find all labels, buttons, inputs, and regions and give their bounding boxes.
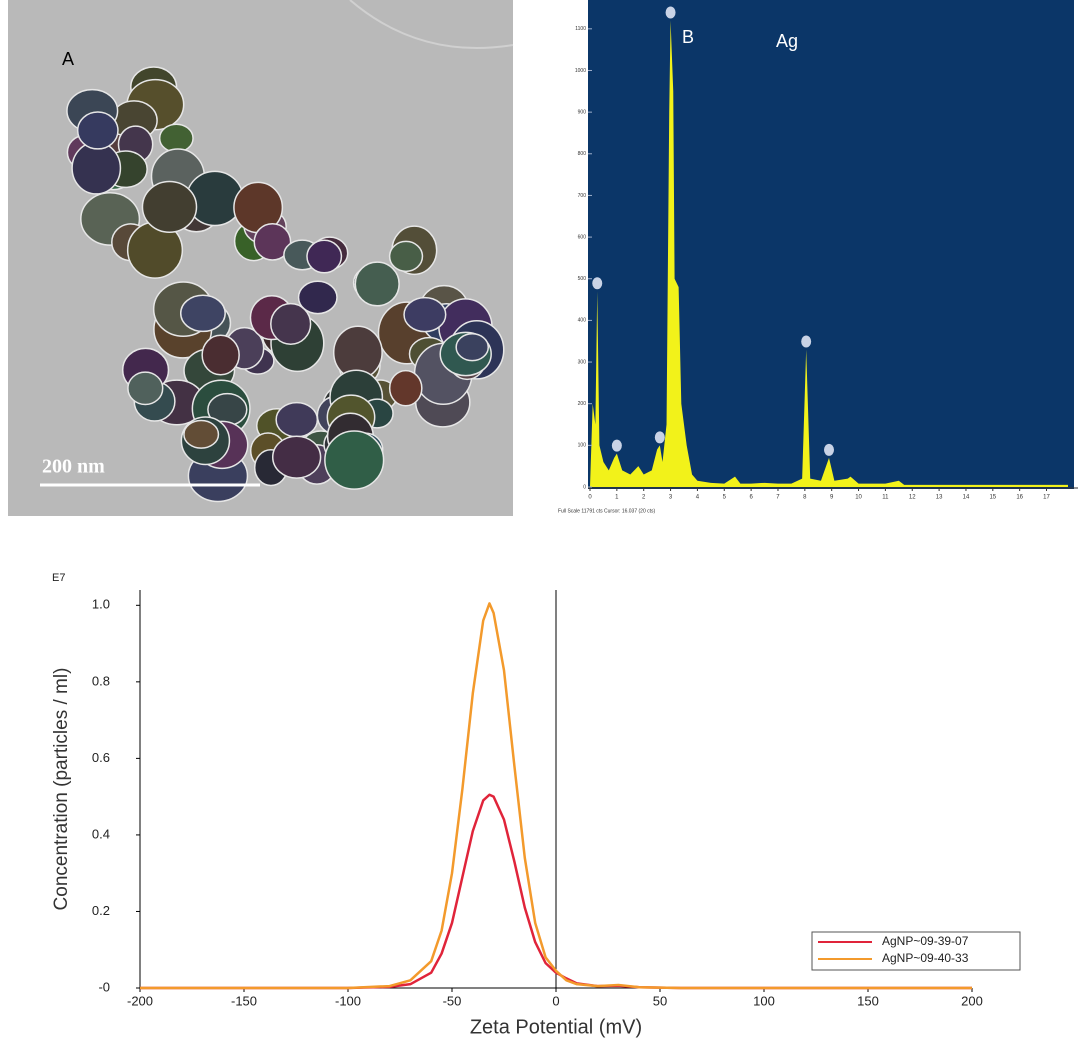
particle <box>141 180 198 234</box>
x-tick-label: 0 <box>552 993 559 1008</box>
particle <box>354 261 400 307</box>
y-tick-label: 0.6 <box>92 750 110 765</box>
y-tick-label: 0.2 <box>92 903 110 918</box>
y-tick-label: 400 <box>578 318 587 324</box>
y-tick-label: 200 <box>578 401 587 407</box>
particle <box>306 239 343 274</box>
x-tick-label: 3 <box>669 495 673 501</box>
legend-box <box>811 931 1021 971</box>
peak-marker <box>611 439 622 452</box>
x-tick-label: 7 <box>776 495 780 501</box>
x-tick-label: 0 <box>588 495 592 501</box>
y-tick-label: 0.4 <box>92 826 110 841</box>
y-tick-label: 800 <box>578 151 587 157</box>
x-tick-label: -200 <box>127 993 153 1008</box>
x-tick-label: 50 <box>653 993 667 1008</box>
panel-label: A <box>62 49 74 69</box>
particle <box>455 333 490 362</box>
x-tick-label: 16 <box>1016 495 1023 501</box>
annotation: B <box>682 27 694 47</box>
y-tick-label: 900 <box>578 109 587 115</box>
particle <box>275 401 319 438</box>
x-tick-label: 4 <box>696 495 700 501</box>
x-axis-label: Zeta Potential (mV) <box>470 1016 642 1038</box>
x-tick-label: 1 <box>615 495 619 501</box>
x-tick-label: 8 <box>803 495 807 501</box>
particle <box>71 141 122 195</box>
series-line <box>140 602 972 990</box>
particle <box>388 369 423 407</box>
x-tick-label: 9 <box>830 495 834 501</box>
y-tick-label: 300 <box>578 359 587 365</box>
membrane-edge <box>349 0 514 49</box>
x-tick-label: 10 <box>855 495 862 501</box>
tem-image <box>8 0 514 516</box>
y-tick-label: 500 <box>578 276 587 282</box>
particle <box>127 371 164 406</box>
particle <box>76 111 119 150</box>
x-tick-label: -150 <box>231 993 257 1008</box>
particle <box>270 302 312 345</box>
y-tick-label: 600 <box>578 234 587 240</box>
peak-marker <box>801 335 812 348</box>
x-tick-label: 150 <box>857 993 879 1008</box>
x-tick-label: -100 <box>335 993 361 1008</box>
y-axis-label: Concentration (particles / ml) <box>51 668 72 911</box>
x-tick-label: 6 <box>749 495 753 501</box>
particle <box>388 240 424 273</box>
y-tick-label: 1000 <box>575 68 586 74</box>
particle <box>179 294 226 333</box>
y-tick-label: 100 <box>578 443 587 449</box>
x-tick-label: 100 <box>753 993 775 1008</box>
particle <box>271 435 322 479</box>
particle <box>324 430 385 490</box>
particle <box>297 280 338 315</box>
scale-bar-label: 200 nm <box>42 456 105 478</box>
x-tick-label: 200 <box>961 993 983 1008</box>
particle <box>403 296 447 333</box>
x-tick-label: 11 <box>882 495 889 501</box>
y-tick-label: 700 <box>578 193 587 199</box>
x-tick-label: 2 <box>642 495 646 501</box>
y-multiplier: E7 <box>52 572 65 584</box>
particle <box>183 419 220 449</box>
y-tick-label: 1100 <box>575 26 586 32</box>
y-tick-label: -0 <box>98 979 110 994</box>
x-tick-label: 12 <box>909 495 916 501</box>
y-tick-label: 0.8 <box>92 673 110 688</box>
plot-background <box>588 0 1074 489</box>
x-tick-label: -50 <box>443 993 462 1008</box>
peak-marker <box>665 6 676 19</box>
legend-label: AgNP~09-39-07 <box>882 934 969 948</box>
particle <box>158 123 194 153</box>
x-tick-label: 14 <box>963 495 970 501</box>
y-tick-label: 0 <box>583 484 586 490</box>
footer: Full Scale 11791 cts Cursor: 16.037 (20 … <box>558 508 656 514</box>
x-tick-label: 17 <box>1043 495 1050 501</box>
peak-marker <box>824 443 834 456</box>
peak-marker <box>592 277 603 290</box>
particle <box>253 222 292 261</box>
particle <box>201 334 240 376</box>
peak-marker <box>654 431 665 444</box>
annotation: Ag <box>776 31 798 51</box>
x-tick-label: 13 <box>936 495 943 501</box>
legend-label: AgNP~09-40-33 <box>882 951 969 965</box>
y-tick-label: 1.0 <box>92 597 110 612</box>
x-tick-label: 5 <box>723 495 727 501</box>
x-tick-label: 15 <box>989 495 996 501</box>
